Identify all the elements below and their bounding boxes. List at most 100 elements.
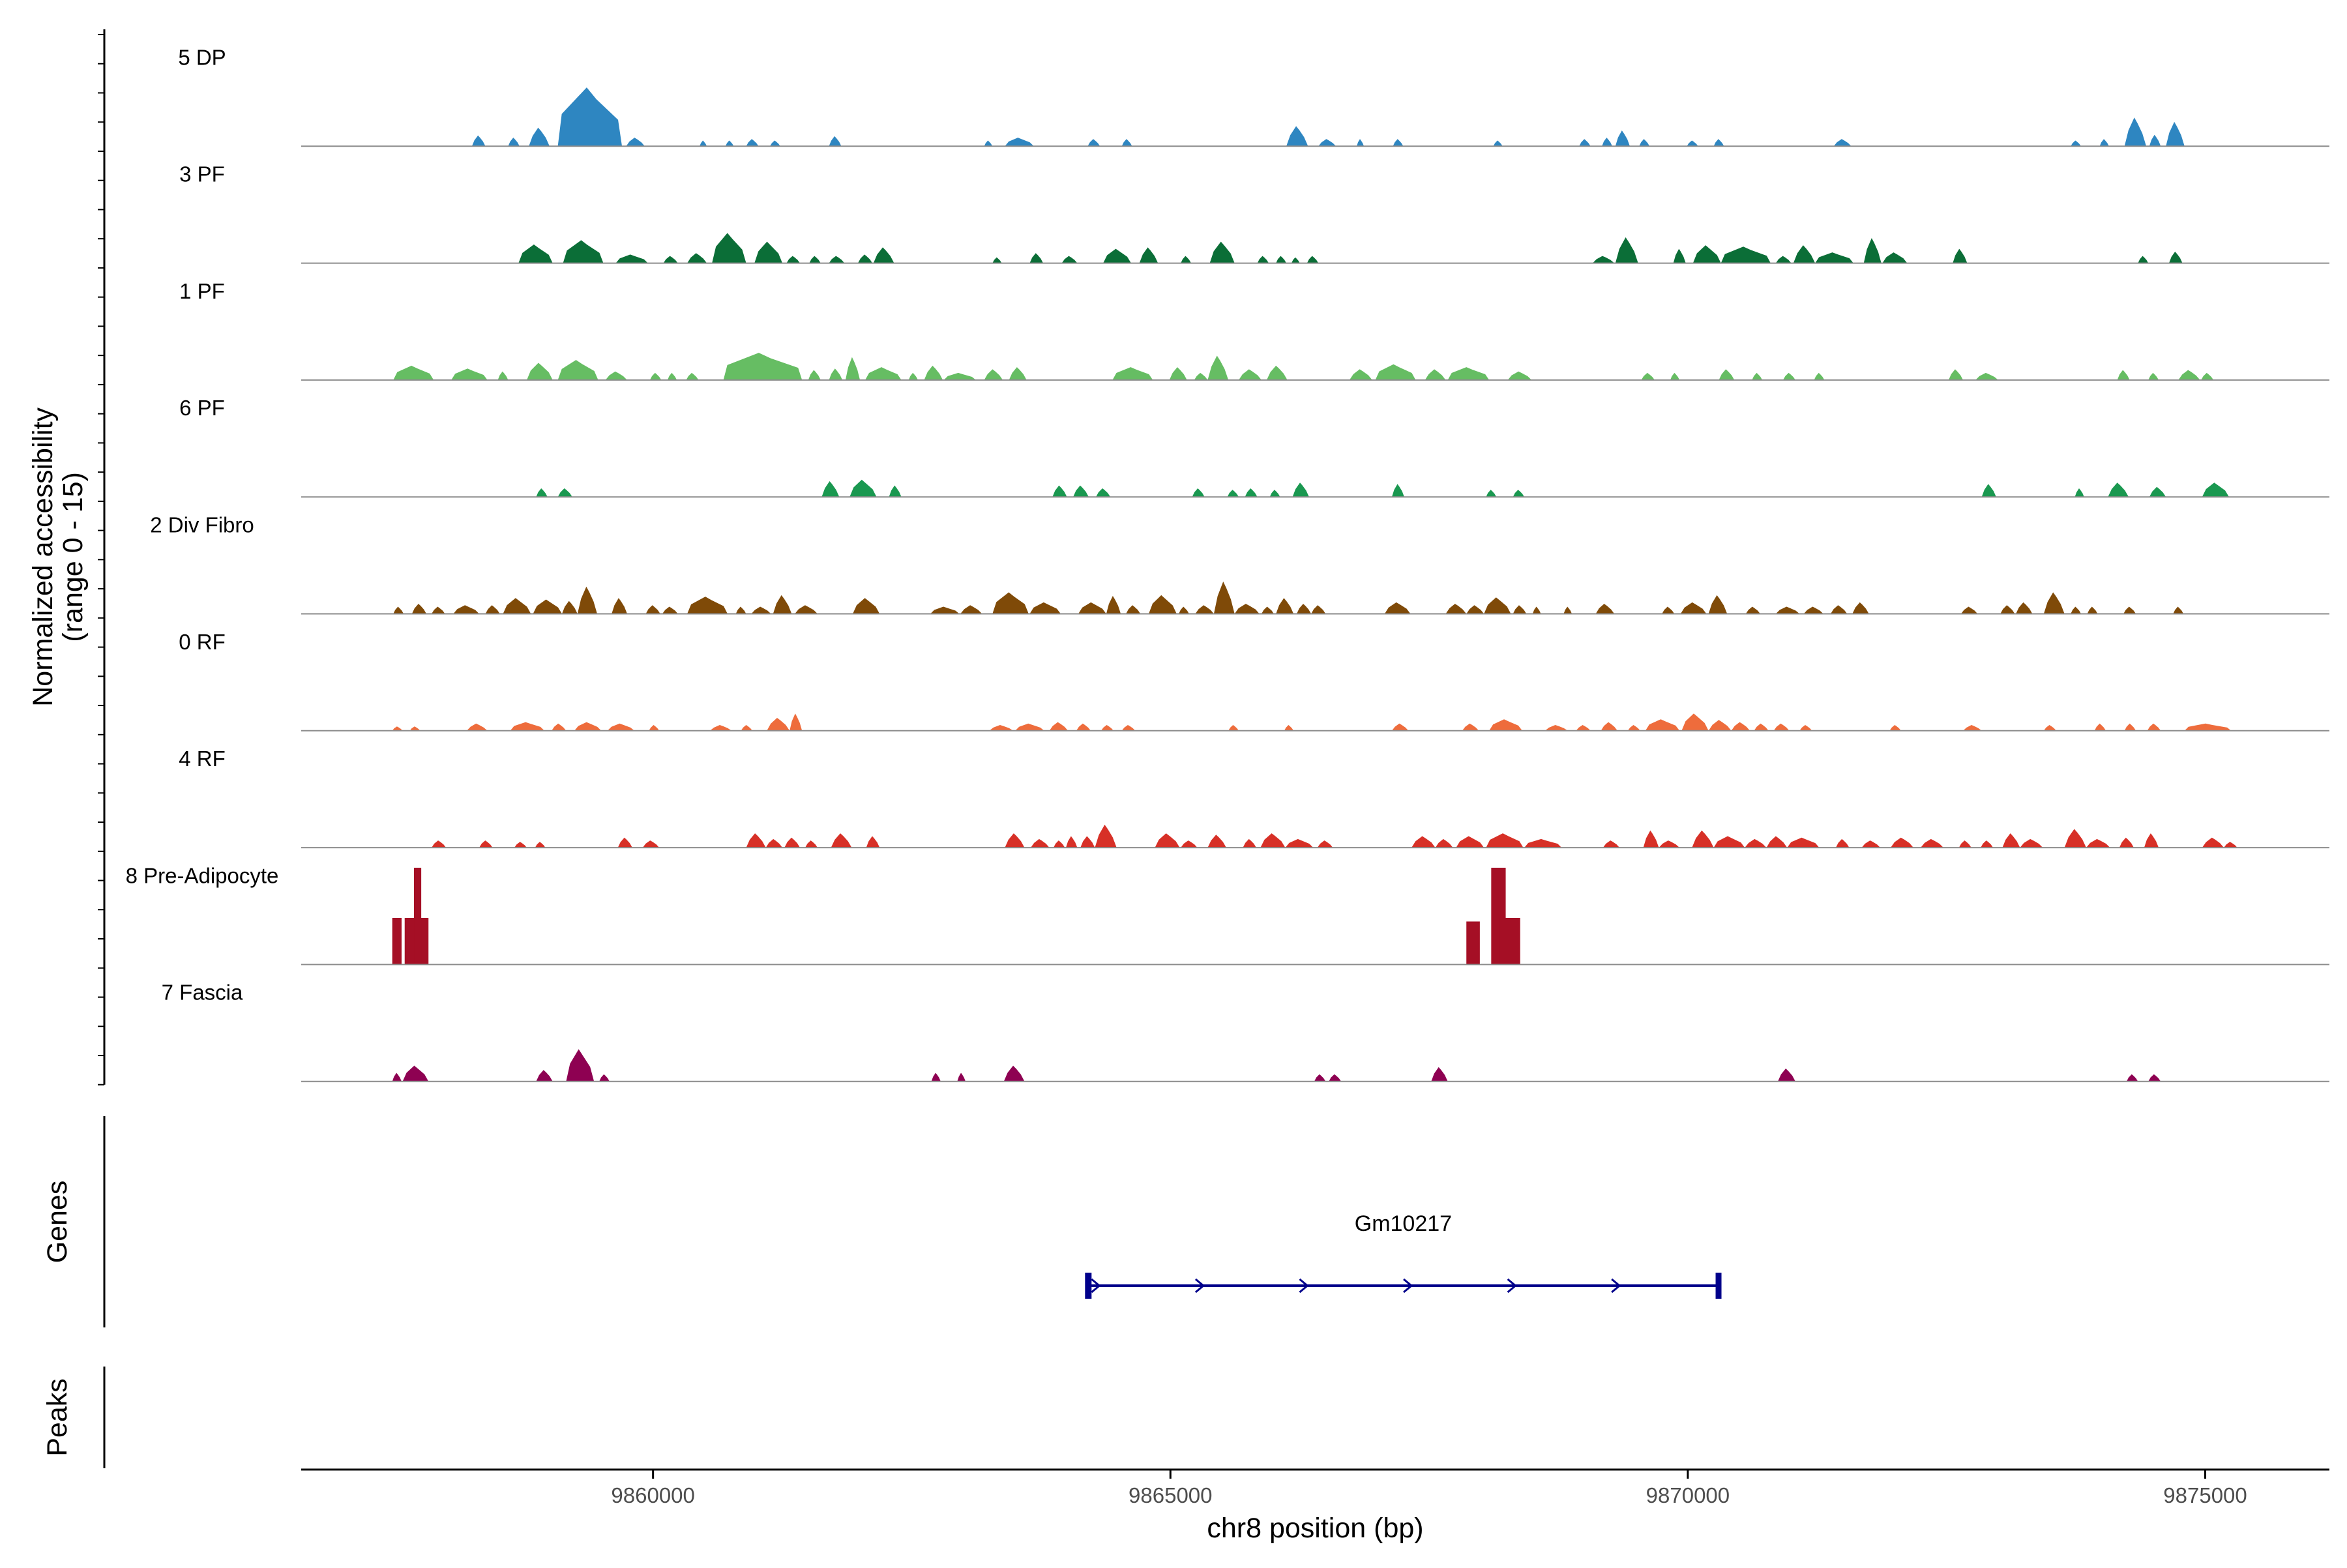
coverage-peak (746, 139, 759, 147)
coverage-peak (924, 365, 943, 380)
coverage-peak (1602, 840, 1620, 848)
coverage-peak (1356, 139, 1365, 147)
coverage-peak (1009, 367, 1027, 380)
coverage-peak (857, 254, 873, 263)
coverage-peak (411, 604, 427, 614)
coverage-peak (1681, 713, 1709, 731)
coverage-peak (1513, 605, 1527, 614)
coverage-peak (2149, 134, 2161, 147)
coverage-peak (557, 488, 572, 497)
coverage-peak (1031, 838, 1050, 848)
coverage-peak (1641, 372, 1655, 380)
coverage-peak (574, 722, 602, 731)
coverage-peak (751, 606, 771, 614)
coverage-peak (1228, 725, 1239, 731)
gene-exon (1085, 1273, 1092, 1299)
coverage-peak (1532, 606, 1541, 614)
coverage-peak (615, 254, 648, 263)
x-tick-label: 9865000 (1129, 1483, 1212, 1507)
coverage-peak (1447, 367, 1490, 380)
coverage-peak (1499, 917, 1520, 965)
coverage-peak (1139, 247, 1159, 263)
coverage-peak (1981, 484, 1996, 497)
coverage-peak (1948, 369, 1964, 380)
coverage-peak (1121, 725, 1136, 731)
coverage-peak (557, 87, 623, 147)
coverage-peak (1975, 372, 1999, 380)
coverage-peak (662, 606, 678, 614)
coverage-peak (2043, 725, 2056, 731)
coverage-peak (1195, 605, 1214, 614)
coverage-peak (1775, 256, 1792, 263)
coverage-peak (1243, 838, 1257, 848)
coverage-peak (1445, 604, 1467, 614)
coverage-peak (557, 360, 598, 380)
coverage-peak (2108, 482, 2129, 497)
coverage-peak (607, 723, 635, 731)
coverage-peak (1489, 719, 1522, 731)
coverage-peak (1213, 582, 1235, 614)
coverage-peak (466, 723, 488, 731)
coverage-peak (649, 372, 662, 380)
coverage-peak (1424, 369, 1446, 380)
coverage-peak (552, 723, 567, 731)
coverage-peak (649, 725, 660, 731)
coverage-peak (1720, 246, 1771, 263)
coverage-peak (533, 599, 562, 614)
coverage-peak (1799, 725, 1812, 731)
coverage-peak (1194, 372, 1208, 380)
track-label: 0 RF (179, 630, 226, 654)
coverage-peak (2043, 592, 2065, 614)
coverage-peak (1080, 836, 1095, 848)
coverage-peak (1615, 237, 1638, 263)
coverage-peak (989, 725, 1014, 731)
coverage-peak (1708, 720, 1732, 731)
coverage-peak (2144, 833, 2159, 848)
gene-strand-arrow (1091, 1278, 1101, 1294)
coverage-peak (873, 247, 894, 263)
coverage-peak (700, 140, 707, 147)
coverage-peak (1003, 1065, 1025, 1082)
coverage-peak (984, 369, 1003, 380)
coverage-peak (1680, 602, 1707, 614)
coverage-peak (1314, 1074, 1326, 1082)
coverage-peak (1773, 723, 1790, 731)
coverage-peak (402, 1065, 429, 1082)
coverage-peak (1745, 838, 1767, 848)
coverage-peak (1673, 248, 1686, 263)
coverage-peak (1639, 139, 1650, 147)
coverage-peak (845, 357, 861, 380)
coverage-peak (1148, 595, 1177, 614)
coverage-peak (471, 135, 486, 147)
coverage-peak (1863, 238, 1882, 263)
coverage-peak (1207, 355, 1229, 380)
coverage-peak (1745, 606, 1761, 614)
coverage-peak (1921, 838, 1943, 848)
coverage-peak (1754, 723, 1769, 731)
coverage-peak (754, 241, 783, 263)
coverage-peak (1777, 1068, 1795, 1082)
coverage-peak (795, 605, 818, 614)
coverage-peak (790, 713, 803, 731)
coverage-peak (1076, 723, 1091, 731)
coverage-peak (829, 136, 842, 147)
coverage-peak (1643, 830, 1659, 848)
coverage-peak (1257, 256, 1269, 263)
coverage-peak (1524, 838, 1562, 848)
coverage-peak (1958, 840, 1971, 848)
coverage-peak (2202, 837, 2224, 848)
coverage-peak (1815, 252, 1853, 263)
coverage-peak (527, 362, 553, 380)
coverage-peak (1719, 369, 1735, 380)
coverage-peak (392, 1072, 402, 1082)
coverage-peak (1645, 719, 1680, 731)
coverage-peak (804, 840, 818, 848)
coverage-peak (645, 605, 660, 614)
coverage-peak (2147, 723, 2161, 731)
coverage-peak (1793, 245, 1816, 263)
coverage-peak (1713, 139, 1724, 147)
coverage-peak (1708, 595, 1728, 614)
coverage-peak (605, 371, 627, 380)
coverage-peak (1349, 369, 1372, 380)
